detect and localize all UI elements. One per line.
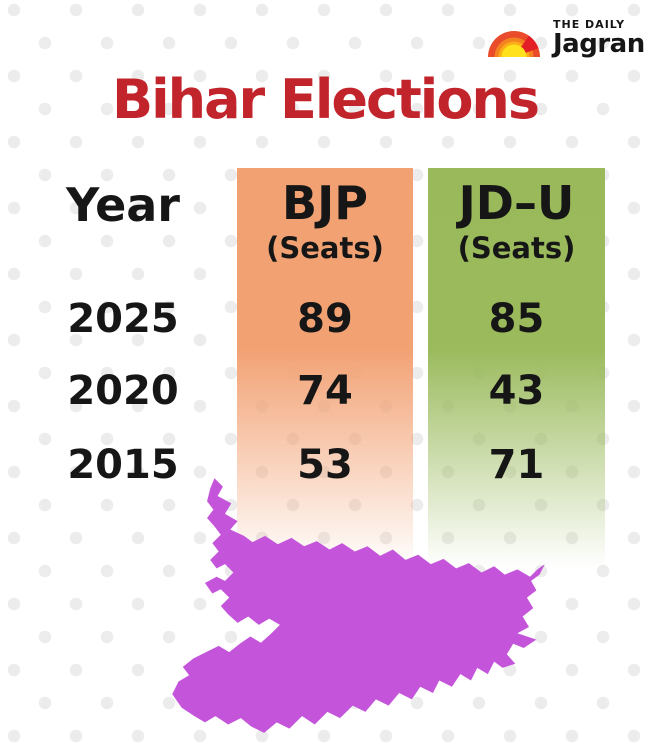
table-cell-jdu-2015: 71 <box>488 442 545 488</box>
sun-icon <box>488 31 540 57</box>
table-cell-year-2015: 2015 <box>67 442 179 488</box>
table-cell-year-2025: 2025 <box>67 296 179 342</box>
bihar-map-icon <box>172 478 545 733</box>
brand-wordmark: THE DAILY Jagran <box>553 13 645 57</box>
page-title: Bihar Elections <box>111 68 540 131</box>
column-header-bjp: BJP <box>282 176 368 230</box>
table-cell-jdu-2020: 43 <box>488 368 545 414</box>
table-cell-jdu-2025: 85 <box>488 296 545 342</box>
jdu-column-band <box>428 168 605 568</box>
bjp-column-band <box>237 168 413 568</box>
column-header-year: Year <box>65 178 180 232</box>
column-header-jdu: JD–U <box>458 176 575 230</box>
brand-name-top: THE DAILY <box>553 18 626 31</box>
table-cell-bjp-2020: 74 <box>297 368 353 414</box>
column-header-bjp-unit: (Seats) <box>266 231 384 265</box>
column-header-jdu-unit: (Seats) <box>457 231 576 265</box>
brand-name-bottom: Jagran <box>553 29 645 59</box>
bihar-map <box>168 474 548 736</box>
table-cell-year-2020: 2020 <box>67 368 179 414</box>
table-cell-bjp-2015: 53 <box>297 442 353 488</box>
brand-logo: THE DAILY Jagran <box>487 13 645 59</box>
table-cell-bjp-2025: 89 <box>297 296 353 342</box>
